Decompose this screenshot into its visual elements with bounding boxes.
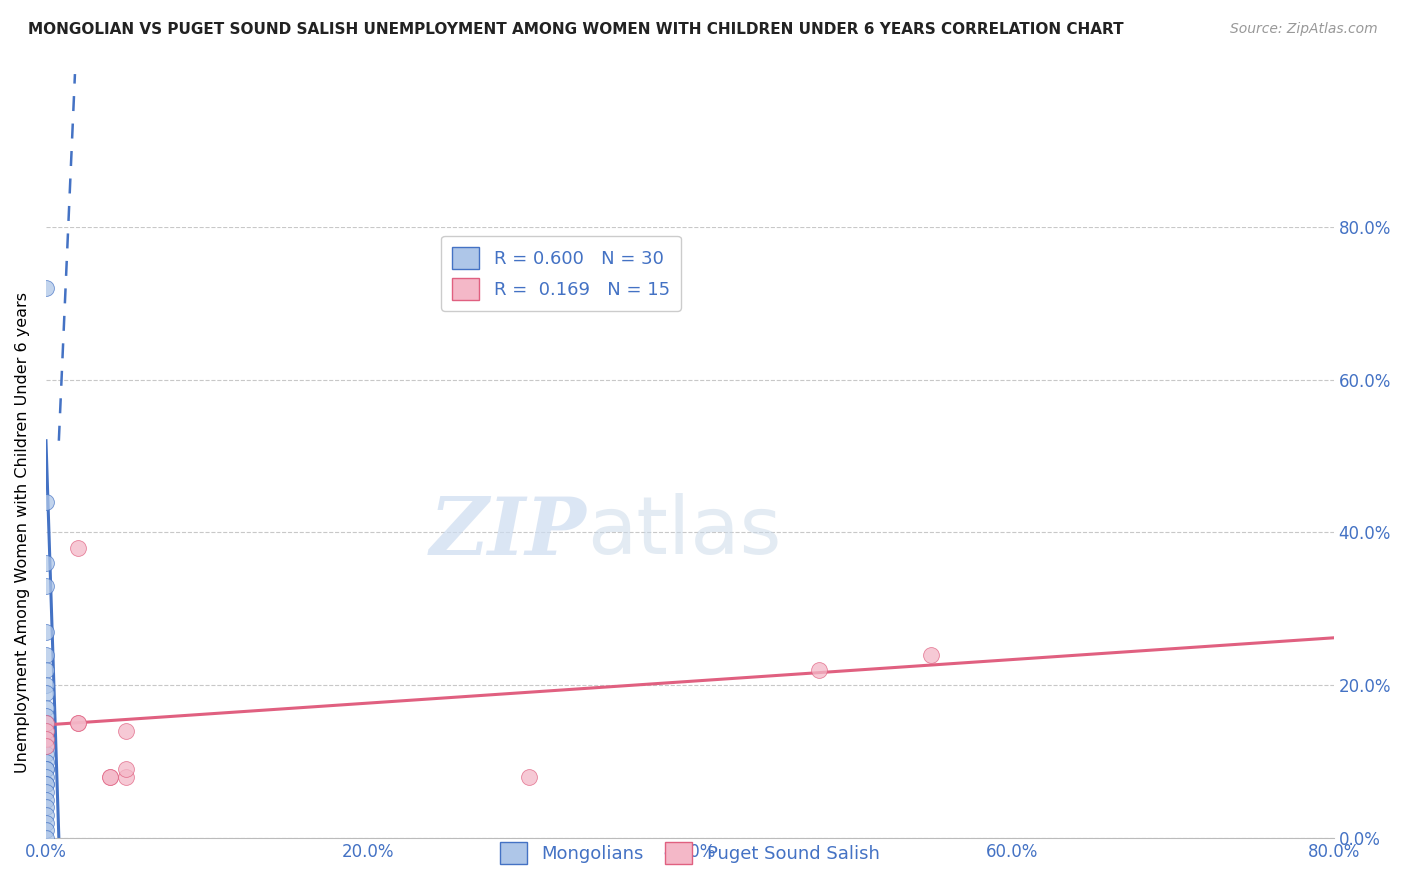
- Point: [35, 686, 58, 700]
- Point: [35, 716, 58, 731]
- Point: [115, 770, 138, 784]
- Point: [517, 770, 540, 784]
- Point: [35, 716, 58, 731]
- Point: [35, 624, 58, 639]
- Point: [35, 648, 58, 662]
- Point: [35, 830, 58, 845]
- Point: [35, 785, 58, 799]
- Point: [35, 731, 58, 746]
- Point: [35, 731, 58, 746]
- Legend: Mongolians, Puget Sound Salish: Mongolians, Puget Sound Salish: [492, 835, 887, 871]
- Point: [35, 815, 58, 830]
- Point: [35, 724, 58, 739]
- Point: [35, 777, 58, 791]
- Point: [35, 747, 58, 761]
- Point: [35, 823, 58, 838]
- Point: [115, 724, 138, 739]
- Point: [35, 739, 58, 754]
- Point: [35, 770, 58, 784]
- Point: [35, 755, 58, 769]
- Point: [35, 808, 58, 822]
- Text: MONGOLIAN VS PUGET SOUND SALISH UNEMPLOYMENT AMONG WOMEN WITH CHILDREN UNDER 6 Y: MONGOLIAN VS PUGET SOUND SALISH UNEMPLOY…: [28, 22, 1123, 37]
- Point: [35, 800, 58, 814]
- Point: [35, 731, 58, 746]
- Point: [35, 777, 58, 791]
- Text: ZIP: ZIP: [430, 493, 586, 571]
- Point: [35, 739, 58, 754]
- Point: [920, 648, 942, 662]
- Point: [98, 770, 121, 784]
- Point: [35, 663, 58, 677]
- Point: [35, 708, 58, 723]
- Text: Source: ZipAtlas.com: Source: ZipAtlas.com: [1230, 22, 1378, 37]
- Point: [115, 762, 138, 776]
- Point: [67, 541, 90, 555]
- Point: [67, 716, 90, 731]
- Point: [98, 770, 121, 784]
- Point: [67, 716, 90, 731]
- Point: [35, 579, 58, 593]
- Point: [35, 701, 58, 715]
- Text: atlas: atlas: [586, 493, 782, 572]
- Point: [35, 495, 58, 509]
- Point: [35, 793, 58, 807]
- Point: [35, 281, 58, 295]
- Point: [35, 556, 58, 570]
- Point: [35, 724, 58, 739]
- Point: [35, 678, 58, 692]
- Point: [807, 663, 830, 677]
- Point: [35, 762, 58, 776]
- Point: [35, 762, 58, 776]
- Y-axis label: Unemployment Among Women with Children Under 6 years: Unemployment Among Women with Children U…: [15, 292, 30, 772]
